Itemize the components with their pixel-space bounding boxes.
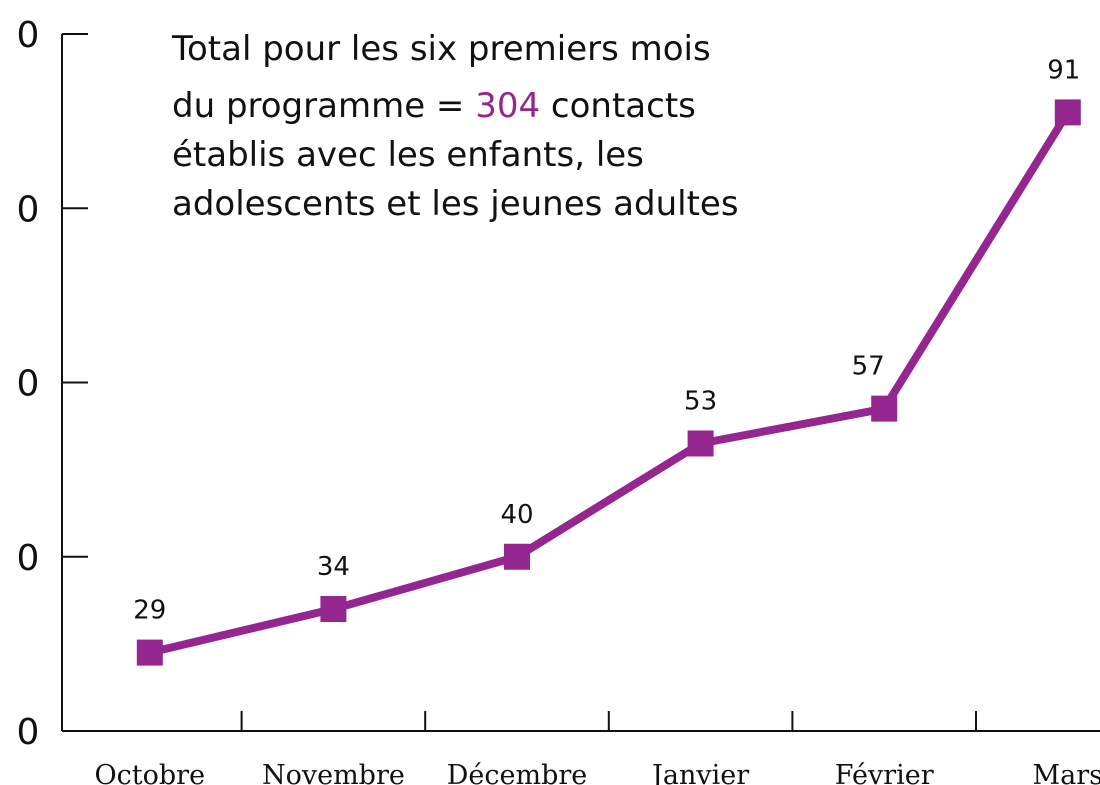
annotation-highlight: 304 xyxy=(475,86,540,126)
annotation-text: contacts xyxy=(540,86,696,126)
point-marker xyxy=(1054,99,1081,126)
x-tick-label: Novembre xyxy=(262,760,405,785)
data-label: 57 xyxy=(852,352,885,382)
annotation-line: Total pour les six premiers mois xyxy=(171,29,711,69)
data-label: 91 xyxy=(1047,55,1080,85)
point-marker xyxy=(504,543,530,570)
x-tick-label: Mars xyxy=(1033,760,1100,785)
x-tick-label: Décembre xyxy=(447,760,588,785)
annotation-line: établis avec les enfants, les xyxy=(172,135,644,175)
y-tick-label: 0 xyxy=(17,364,40,405)
x-tick-label: Janvier xyxy=(649,760,749,785)
data-label: 34 xyxy=(317,552,350,582)
y-tick-label: 0 xyxy=(17,712,40,753)
annotation-text: du programme = xyxy=(172,86,475,126)
point-marker xyxy=(687,430,714,457)
y-tick-label: 0 xyxy=(17,15,40,56)
y-tick-label: 0 xyxy=(17,189,40,230)
y-tick-label: 0 xyxy=(17,538,40,579)
x-tick-label: Octobre xyxy=(95,760,206,785)
point-marker xyxy=(136,639,163,666)
data-label: 53 xyxy=(684,386,717,416)
point-marker xyxy=(871,395,898,422)
data-label: 29 xyxy=(133,596,166,626)
x-tick-label: Février xyxy=(835,760,934,785)
point-marker xyxy=(320,596,347,623)
annotation-line: adolescents et les jeunes adultes xyxy=(172,184,739,224)
data-label: 40 xyxy=(500,500,533,530)
series-line xyxy=(148,110,1072,657)
annotation-line: du programme = 304 contacts xyxy=(172,86,696,126)
